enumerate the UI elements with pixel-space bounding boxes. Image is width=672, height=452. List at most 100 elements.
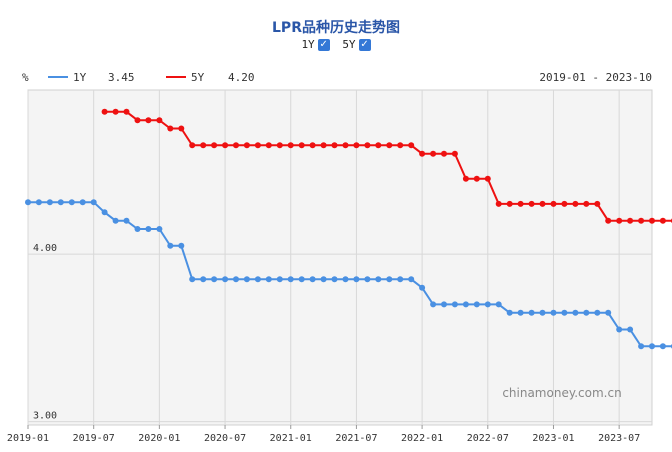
data-point-1y[interactable] <box>243 276 250 283</box>
data-point-1y[interactable] <box>222 276 229 283</box>
data-point-1y[interactable] <box>298 276 305 283</box>
data-point-5y[interactable] <box>473 175 480 182</box>
data-point-5y[interactable] <box>265 142 272 149</box>
data-point-5y[interactable] <box>309 142 316 149</box>
data-point-1y[interactable] <box>265 276 272 283</box>
data-point-5y[interactable] <box>178 125 185 132</box>
data-point-1y[interactable] <box>200 276 207 283</box>
data-point-5y[interactable] <box>233 142 239 149</box>
data-point-5y[interactable] <box>605 217 612 224</box>
data-point-1y[interactable] <box>342 276 349 283</box>
data-point-1y[interactable] <box>178 242 185 249</box>
data-point-1y[interactable] <box>517 309 524 316</box>
data-point-1y[interactable] <box>90 199 97 206</box>
data-point-1y[interactable] <box>484 301 491 308</box>
data-point-5y[interactable] <box>506 200 513 207</box>
data-point-1y[interactable] <box>353 276 360 283</box>
data-point-1y[interactable] <box>276 276 283 283</box>
data-point-5y[interactable] <box>517 200 524 207</box>
data-point-5y[interactable] <box>156 117 163 124</box>
data-point-1y[interactable] <box>101 209 108 216</box>
data-point-1y[interactable] <box>254 276 261 283</box>
data-point-1y[interactable] <box>123 217 130 224</box>
toggle-1y[interactable]: 1Y ✓ <box>301 38 330 51</box>
data-point-5y[interactable] <box>659 217 666 224</box>
data-point-5y[interactable] <box>561 200 568 207</box>
data-point-1y[interactable] <box>430 301 437 308</box>
data-point-5y[interactable] <box>451 150 458 157</box>
data-point-1y[interactable] <box>320 276 327 283</box>
data-point-1y[interactable] <box>539 309 546 316</box>
data-point-5y[interactable] <box>353 142 360 149</box>
data-point-5y[interactable] <box>539 200 546 207</box>
data-point-1y[interactable] <box>583 309 590 316</box>
data-point-1y[interactable] <box>189 276 196 283</box>
data-point-5y[interactable] <box>462 175 469 182</box>
data-point-1y[interactable] <box>473 301 480 308</box>
data-point-5y[interactable] <box>200 142 207 149</box>
data-point-1y[interactable] <box>616 326 623 333</box>
checkbox-1y-icon[interactable]: ✓ <box>317 38 330 51</box>
data-point-1y[interactable] <box>462 301 469 308</box>
data-point-5y[interactable] <box>616 217 623 224</box>
data-point-1y[interactable] <box>659 343 666 350</box>
data-point-5y[interactable] <box>594 200 601 207</box>
data-point-5y[interactable] <box>211 142 218 149</box>
data-point-5y[interactable] <box>101 108 108 115</box>
data-point-1y[interactable] <box>287 276 294 283</box>
toggle-5y[interactable]: 5Y ✓ <box>342 38 371 51</box>
data-point-5y[interactable] <box>364 142 371 149</box>
data-point-1y[interactable] <box>233 276 239 283</box>
legend-5y-name[interactable]: 5Y <box>191 71 205 84</box>
data-point-1y[interactable] <box>211 276 218 283</box>
data-point-5y[interactable] <box>375 142 382 149</box>
data-point-1y[interactable] <box>594 309 601 316</box>
data-point-1y[interactable] <box>441 301 447 308</box>
data-point-5y[interactable] <box>397 142 404 149</box>
data-point-1y[interactable] <box>451 301 458 308</box>
data-point-5y[interactable] <box>123 108 130 115</box>
data-point-1y[interactable] <box>495 301 502 308</box>
data-point-1y[interactable] <box>550 309 557 316</box>
data-point-1y[interactable] <box>57 199 64 206</box>
data-point-5y[interactable] <box>638 217 645 224</box>
data-point-1y[interactable] <box>397 276 404 283</box>
data-point-5y[interactable] <box>276 142 283 149</box>
data-point-5y[interactable] <box>243 142 250 149</box>
data-point-5y[interactable] <box>167 125 174 132</box>
data-point-5y[interactable] <box>298 142 305 149</box>
data-point-5y[interactable] <box>441 150 447 157</box>
data-point-1y[interactable] <box>112 217 119 224</box>
data-point-5y[interactable] <box>189 142 196 149</box>
data-point-5y[interactable] <box>254 142 261 149</box>
data-point-1y[interactable] <box>46 199 53 206</box>
data-point-1y[interactable] <box>627 326 634 333</box>
data-point-5y[interactable] <box>112 108 119 115</box>
data-point-5y[interactable] <box>484 175 491 182</box>
data-point-5y[interactable] <box>419 150 426 157</box>
data-point-5y[interactable] <box>342 142 349 149</box>
data-point-1y[interactable] <box>605 309 612 316</box>
data-point-1y[interactable] <box>79 199 86 206</box>
data-point-5y[interactable] <box>331 142 338 149</box>
data-point-5y[interactable] <box>287 142 294 149</box>
data-point-1y[interactable] <box>364 276 371 283</box>
data-point-1y[interactable] <box>156 226 163 232</box>
data-point-1y[interactable] <box>25 199 31 206</box>
data-point-5y[interactable] <box>320 142 327 149</box>
data-point-1y[interactable] <box>408 276 415 283</box>
data-point-1y[interactable] <box>638 343 645 350</box>
data-point-1y[interactable] <box>386 276 393 283</box>
checkbox-5y-icon[interactable]: ✓ <box>358 38 371 51</box>
data-point-5y[interactable] <box>550 200 557 207</box>
data-point-5y[interactable] <box>649 217 655 224</box>
data-point-1y[interactable] <box>167 242 174 249</box>
data-point-1y[interactable] <box>375 276 382 283</box>
data-point-5y[interactable] <box>572 200 579 207</box>
data-point-1y[interactable] <box>134 226 141 232</box>
data-point-1y[interactable] <box>561 309 568 316</box>
data-point-1y[interactable] <box>649 343 655 350</box>
data-point-5y[interactable] <box>430 150 437 157</box>
legend-1y-name[interactable]: 1Y <box>73 71 87 84</box>
data-point-1y[interactable] <box>145 226 152 232</box>
